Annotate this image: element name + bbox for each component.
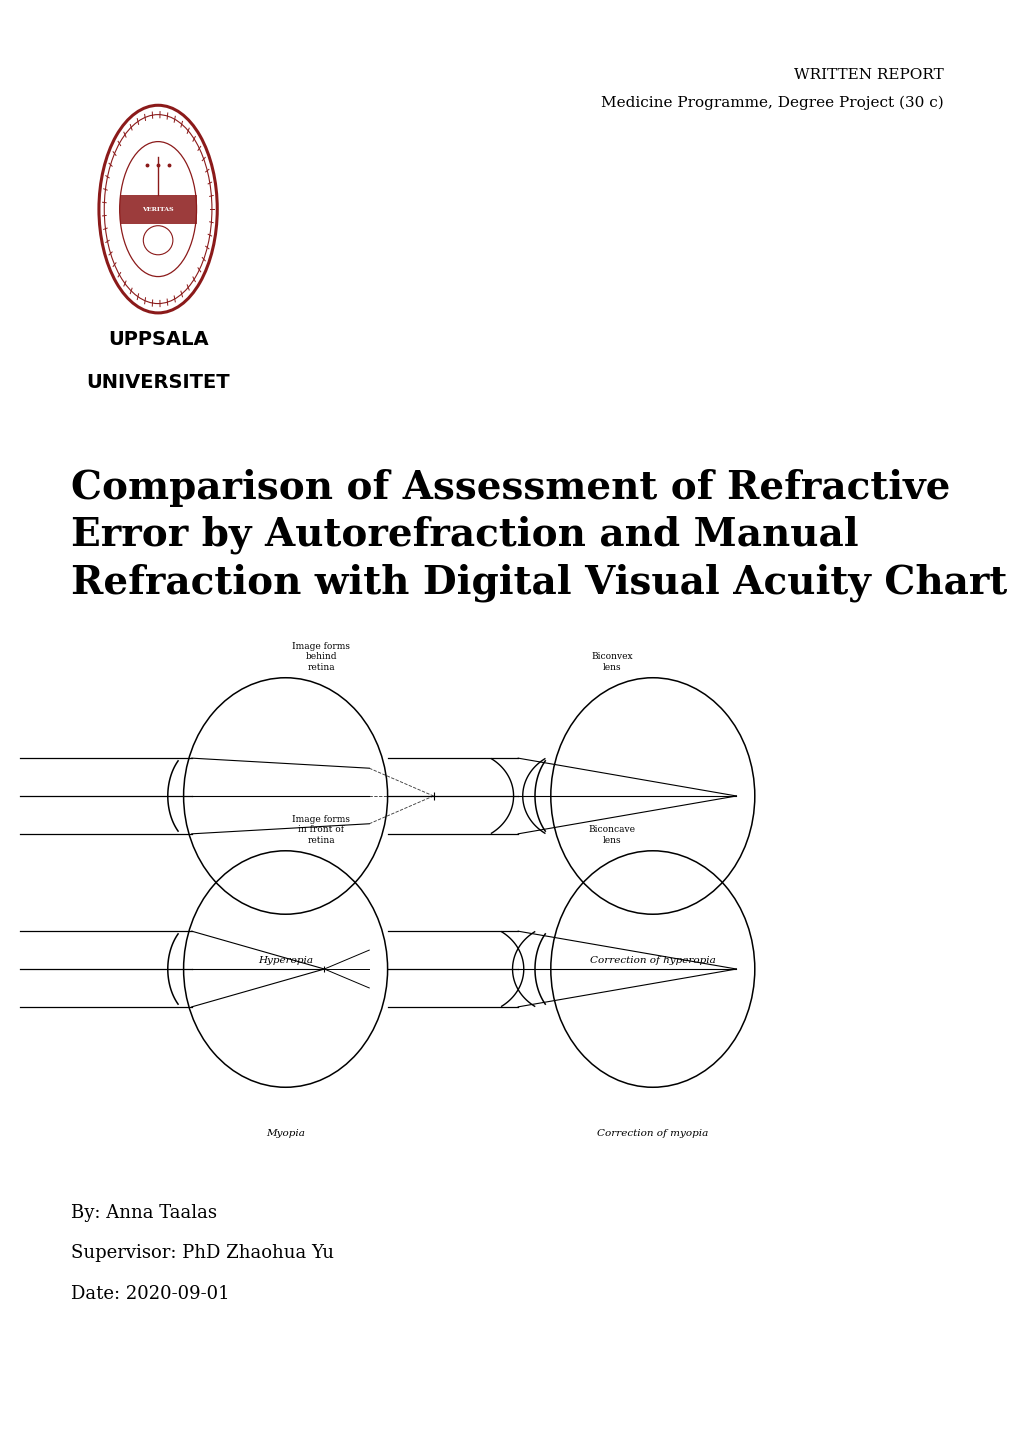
Text: UPPSALA: UPPSALA	[108, 330, 208, 349]
Text: Medicine Programme, Degree Project (30 c): Medicine Programme, Degree Project (30 c…	[600, 95, 943, 110]
Text: Supervisor: PhD Zhaohua Yu: Supervisor: PhD Zhaohua Yu	[71, 1244, 334, 1262]
Text: Correction of hyperopia: Correction of hyperopia	[589, 956, 715, 965]
Text: Hyperopia: Hyperopia	[258, 956, 313, 965]
Text: WRITTEN REPORT: WRITTEN REPORT	[793, 68, 943, 82]
Bar	[119, 195, 197, 224]
Text: Image forms
in front of
retina: Image forms in front of retina	[292, 815, 350, 845]
Text: VERITAS: VERITAS	[142, 206, 174, 212]
Text: Image forms
behind
retina: Image forms behind retina	[292, 642, 350, 672]
Text: Comparison of Assessment of Refractive
Error by Autorefraction and Manual
Refrac: Comparison of Assessment of Refractive E…	[71, 469, 1007, 601]
Text: Correction of myopia: Correction of myopia	[596, 1129, 708, 1138]
Text: Biconvex
lens: Biconvex lens	[591, 652, 632, 672]
Text: UNIVERSITET: UNIVERSITET	[87, 373, 229, 392]
Text: Date: 2020-09-01: Date: 2020-09-01	[71, 1285, 230, 1302]
Text: Myopia: Myopia	[266, 1129, 305, 1138]
Text: By: Anna Taalas: By: Anna Taalas	[71, 1204, 217, 1221]
Text: Biconcave
lens: Biconcave lens	[588, 825, 635, 845]
